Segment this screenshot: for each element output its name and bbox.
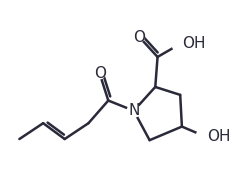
Text: OH: OH [207,129,230,144]
Text: O: O [133,30,145,45]
Text: OH: OH [182,36,206,51]
Circle shape [127,104,140,117]
Circle shape [95,69,105,79]
Circle shape [172,36,188,52]
Circle shape [196,128,213,144]
Text: N: N [128,103,139,118]
Text: O: O [94,66,106,81]
Circle shape [135,32,144,42]
